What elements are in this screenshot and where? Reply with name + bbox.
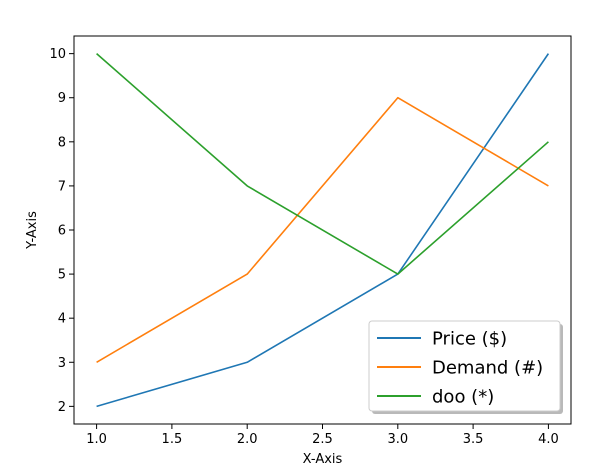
axes-frame [73,35,572,425]
x-tick-label: 1.0 [86,432,107,447]
x-tick-label: 1.5 [162,432,183,447]
x-tick-label: 4.0 [538,432,559,447]
legend-box [368,320,561,412]
y-tick-label: 10 [49,47,66,62]
series-line-1 [96,96,549,363]
y-tick-label: 8 [58,135,66,150]
x-tick-label: 2.5 [312,432,333,447]
legend-label: Price ($) [432,329,507,350]
series-line-2 [96,53,549,275]
y-tick-label: 2 [58,400,66,415]
y-tick-label: 9 [58,91,66,106]
y-tick-label: 3 [58,356,66,371]
legend-label: doo (*) [432,387,494,408]
legend-label: Demand (#) [432,358,543,379]
plot-area: 1.0 1.5 2.0 2.5 3.0 3.5 4.0 2 3 4 5 6 7 8 9 10 [49,35,572,447]
y-tick-label: 4 [58,312,66,327]
x-tick-label: 3.5 [463,432,484,447]
y-axis-label: Y-Axis [25,211,40,250]
x-tick-label: 3.0 [387,432,408,447]
y-tick-label: 7 [58,179,66,194]
legend: Price ($) Demand (#) doo (*) [368,320,563,414]
y-tick-label: 6 [58,224,66,239]
x-tick-label: 2.0 [237,432,258,447]
series-line-0 [96,53,550,408]
x-axis-label: X-Axis [303,452,343,467]
y-tick-label: 5 [58,268,66,283]
